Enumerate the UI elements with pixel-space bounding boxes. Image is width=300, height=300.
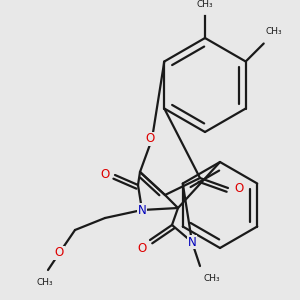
Text: CH₃: CH₃ bbox=[197, 0, 213, 9]
Text: CH₃: CH₃ bbox=[203, 274, 220, 283]
Text: O: O bbox=[137, 242, 147, 256]
Text: O: O bbox=[234, 182, 244, 196]
Text: N: N bbox=[138, 203, 146, 217]
Text: CH₃: CH₃ bbox=[37, 278, 53, 287]
Text: O: O bbox=[54, 247, 64, 260]
Text: N: N bbox=[188, 236, 196, 248]
Text: O: O bbox=[100, 167, 109, 181]
Text: CH₃: CH₃ bbox=[266, 28, 282, 37]
Text: O: O bbox=[146, 133, 154, 146]
